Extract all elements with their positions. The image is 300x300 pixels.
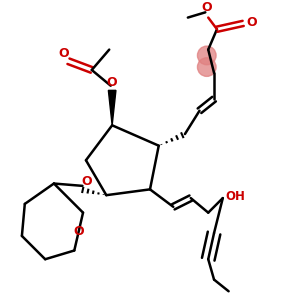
Text: O: O — [107, 76, 118, 89]
Text: O: O — [58, 47, 68, 60]
Polygon shape — [108, 90, 116, 125]
Text: OH: OH — [226, 190, 246, 203]
Text: O: O — [74, 225, 84, 238]
Circle shape — [197, 46, 216, 65]
Text: O: O — [82, 175, 92, 188]
Text: O: O — [202, 1, 212, 14]
Text: O: O — [247, 16, 257, 29]
Circle shape — [197, 58, 216, 76]
